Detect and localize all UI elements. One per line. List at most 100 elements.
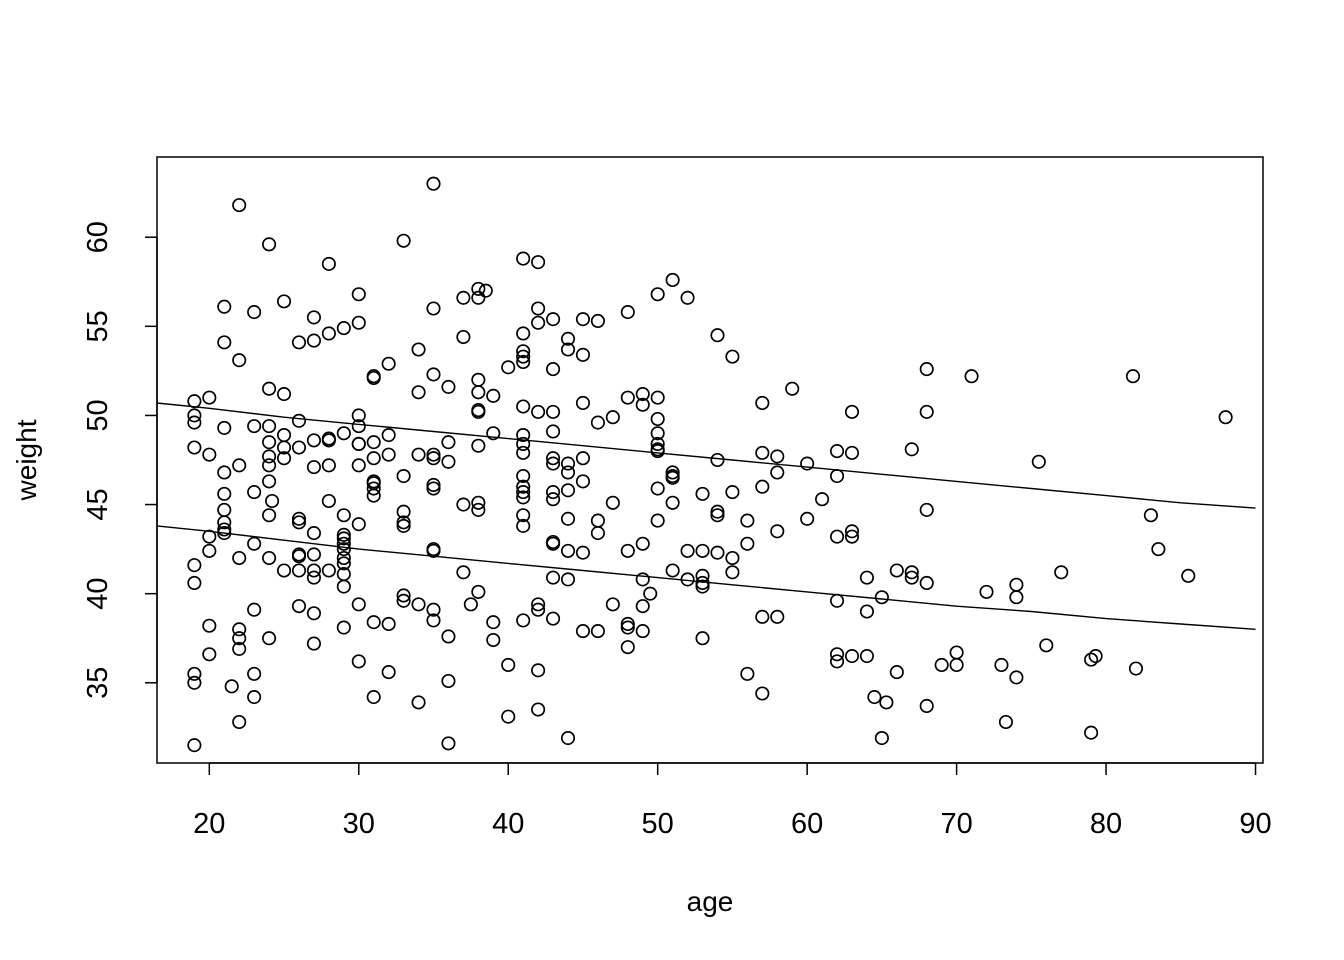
data-point (306, 606, 321, 621)
data-point (501, 709, 516, 724)
data-point (291, 511, 307, 526)
data-point (650, 444, 665, 459)
data-point (276, 563, 292, 578)
data-point (829, 444, 845, 459)
data-point (560, 483, 576, 498)
x-tick-label: 70 (940, 808, 972, 840)
y-tick-label: 55 (82, 310, 114, 342)
data-point (336, 508, 351, 523)
data-point (217, 335, 232, 350)
data-point (650, 390, 665, 405)
data-point (516, 485, 531, 500)
data-point (426, 543, 441, 558)
data-point (650, 426, 665, 441)
data-point (650, 436, 665, 452)
data-point (710, 452, 725, 468)
data-points (187, 176, 1233, 753)
data-point (276, 387, 292, 402)
data-point (1181, 568, 1196, 583)
data-point (1218, 410, 1233, 425)
data-point (291, 563, 307, 578)
data-point (919, 502, 934, 517)
data-point (590, 415, 605, 430)
data-point (351, 408, 366, 423)
data-point (321, 563, 336, 578)
data-point (441, 629, 456, 644)
data-point (232, 622, 247, 637)
data-point (964, 369, 979, 384)
data-point (217, 526, 232, 541)
data-point (740, 536, 755, 551)
data-point (381, 665, 396, 680)
x-tick-label: 90 (1239, 808, 1271, 840)
data-point (919, 575, 934, 591)
data-point (478, 283, 493, 298)
data-point (202, 447, 217, 462)
data-point (247, 419, 262, 434)
data-point (516, 436, 531, 452)
data-point (381, 356, 396, 371)
plot-frame (156, 156, 1264, 764)
data-point (471, 290, 486, 305)
data-point (426, 176, 441, 191)
fit-line (156, 402, 1256, 509)
data-point (306, 333, 321, 348)
data-point (262, 449, 277, 464)
data-point (575, 312, 591, 327)
data-point (217, 486, 232, 501)
data-point (247, 305, 262, 320)
data-point (471, 438, 486, 453)
data-point (859, 604, 874, 619)
data-point (247, 690, 262, 705)
data-point (650, 513, 665, 528)
data-point (366, 488, 381, 503)
data-point (635, 387, 650, 402)
data-point (635, 397, 650, 412)
data-point (770, 524, 785, 539)
data-point (560, 511, 576, 526)
data-point (546, 536, 561, 551)
data-point (411, 597, 426, 612)
data-point (351, 419, 366, 434)
data-point (1128, 661, 1144, 676)
data-point (889, 563, 904, 578)
data-point (262, 508, 277, 523)
data-point (531, 602, 546, 617)
data-point (232, 714, 247, 730)
data-point (560, 572, 576, 587)
data-point (979, 584, 994, 599)
data-point (546, 456, 561, 471)
data-point (486, 426, 501, 441)
data-point (919, 362, 934, 377)
data-point (665, 465, 680, 480)
data-point (336, 426, 351, 441)
data-point (546, 570, 561, 585)
data-point (1088, 649, 1103, 664)
data-point (934, 657, 949, 673)
data-point (531, 404, 546, 419)
data-point (590, 526, 605, 541)
data-point (620, 305, 635, 320)
data-point (740, 666, 755, 681)
data-point (471, 502, 486, 517)
data-point (546, 362, 561, 377)
data-point (217, 502, 232, 517)
data-point (366, 370, 381, 386)
data-point (486, 615, 501, 630)
data-point (844, 649, 860, 664)
data-point (336, 527, 351, 542)
data-point (560, 456, 576, 471)
data-point (411, 447, 426, 462)
data-point (919, 698, 934, 714)
data-point (381, 616, 396, 632)
data-point (844, 529, 860, 544)
data-point (1009, 590, 1024, 605)
data-point (516, 349, 531, 364)
x-tick-label: 20 (193, 808, 225, 840)
data-point (620, 620, 635, 635)
data-point (1143, 508, 1158, 523)
data-point (426, 451, 441, 466)
y-tick-label: 60 (82, 221, 114, 253)
data-point (366, 435, 381, 450)
data-point (291, 440, 307, 455)
